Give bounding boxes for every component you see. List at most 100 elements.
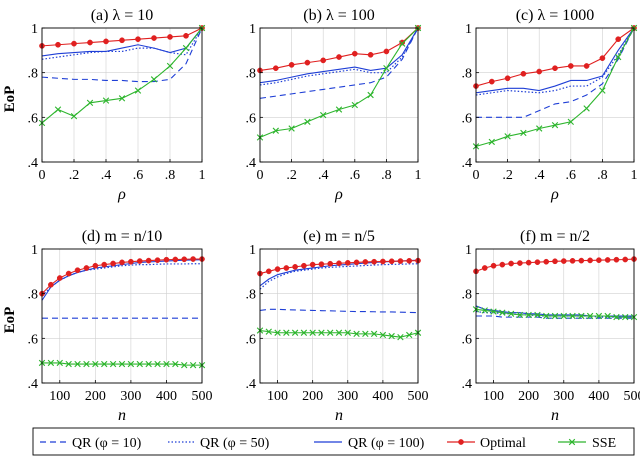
x-axis-label: n xyxy=(335,407,343,424)
series-line-qr100 xyxy=(476,28,634,93)
x-axis-label: ρ xyxy=(117,186,126,203)
xtick-label: .4 xyxy=(534,168,545,183)
optimal-marker xyxy=(458,439,463,444)
xtick-label: 1 xyxy=(199,168,206,183)
optimal-marker xyxy=(321,58,326,63)
optimal-marker xyxy=(48,282,53,287)
optimal-marker xyxy=(273,66,278,71)
chart-title: (d) m = n/10 xyxy=(82,228,163,245)
ytick-label: 1 xyxy=(465,22,472,37)
optimal-marker xyxy=(368,52,373,57)
sse-marker xyxy=(305,119,311,125)
optimal-marker xyxy=(588,258,593,263)
optimal-marker xyxy=(151,35,156,40)
xtick-label: 1 xyxy=(631,168,638,183)
optimal-marker xyxy=(363,259,368,264)
optimal-marker xyxy=(384,49,389,54)
optimal-marker xyxy=(482,265,487,270)
optimal-marker xyxy=(616,37,621,42)
series-sse xyxy=(257,25,421,140)
optimal-marker xyxy=(552,259,557,264)
optimal-marker xyxy=(284,265,289,270)
plot-frame xyxy=(260,249,418,383)
xtick-label: 0 xyxy=(473,168,480,183)
optimal-marker xyxy=(319,262,324,267)
optimal-marker xyxy=(119,38,124,43)
sse-marker xyxy=(55,107,61,113)
y-axis-label: EoP xyxy=(2,86,18,113)
optimal-marker xyxy=(173,257,178,262)
xtick-label: .6 xyxy=(350,168,361,183)
optimal-marker xyxy=(84,265,89,270)
series-sse xyxy=(473,25,637,149)
optimal-marker xyxy=(75,268,80,273)
optimal-marker xyxy=(328,261,333,266)
optimal-marker xyxy=(521,71,526,76)
optimal-marker xyxy=(66,271,71,276)
optimal-marker xyxy=(579,258,584,263)
optimal-marker xyxy=(135,37,140,42)
xtick-label: .4 xyxy=(101,168,112,183)
ytick-label: .4 xyxy=(246,156,257,171)
legend-label: SSE xyxy=(592,436,616,451)
optimal-marker xyxy=(398,258,403,263)
x-axis-label: n xyxy=(551,407,559,424)
xtick-label: .2 xyxy=(69,168,80,183)
xtick-label: 200 xyxy=(85,389,106,404)
legend-label: QR (φ = 100) xyxy=(348,436,425,451)
xtick-label: 500 xyxy=(408,389,429,404)
optimal-marker xyxy=(517,260,522,265)
optimal-marker xyxy=(489,79,494,84)
optimal-marker xyxy=(389,259,394,264)
optimal-marker xyxy=(111,261,116,266)
legend: QR (φ = 10)QR (φ = 50)QR (φ = 100)Optima… xyxy=(33,428,634,455)
optimal-marker xyxy=(310,262,315,267)
optimal-marker xyxy=(568,63,573,68)
legend-label: Optimal xyxy=(480,436,526,451)
optimal-marker xyxy=(561,258,566,263)
xtick-label: 0 xyxy=(257,168,264,183)
sse-marker xyxy=(368,92,374,98)
xtick-label: 200 xyxy=(302,389,323,404)
xtick-label: 500 xyxy=(624,389,640,404)
series-optimal xyxy=(39,25,204,48)
optimal-marker xyxy=(289,62,294,67)
optimal-marker xyxy=(614,257,619,262)
optimal-marker xyxy=(167,34,172,39)
optimal-marker xyxy=(537,69,542,74)
xtick-label: 100 xyxy=(267,389,288,404)
ytick-label: .6 xyxy=(462,111,473,126)
optimal-marker xyxy=(544,259,549,264)
optimal-marker xyxy=(71,41,76,46)
series-optimal xyxy=(473,25,636,88)
series-optimal xyxy=(473,256,636,273)
xtick-label: 500 xyxy=(192,389,213,404)
optimal-marker xyxy=(491,263,496,268)
series-qr100 xyxy=(476,306,634,316)
series-qr10 xyxy=(260,309,418,312)
optimal-marker xyxy=(605,257,610,262)
optimal-marker xyxy=(596,258,601,263)
series-line-optimal xyxy=(42,28,202,46)
ytick-label: .4 xyxy=(246,377,257,392)
optimal-marker xyxy=(266,269,271,274)
optimal-marker xyxy=(57,275,62,280)
series-optimal xyxy=(39,256,204,296)
xtick-label: .2 xyxy=(286,168,297,183)
ytick-label: .6 xyxy=(246,332,257,347)
chart-title: (c) λ = 1000 xyxy=(516,7,595,24)
ytick-label: .8 xyxy=(28,67,39,82)
series-line-qr50 xyxy=(42,264,202,296)
ytick-label: .6 xyxy=(28,332,39,347)
series-line-sse xyxy=(260,28,418,137)
optimal-marker xyxy=(552,66,557,71)
optimal-marker xyxy=(55,42,60,47)
series-sse xyxy=(39,360,205,368)
series-line-optimal xyxy=(476,28,634,86)
sse-marker xyxy=(584,106,590,112)
ytick-label: 1 xyxy=(465,243,472,258)
